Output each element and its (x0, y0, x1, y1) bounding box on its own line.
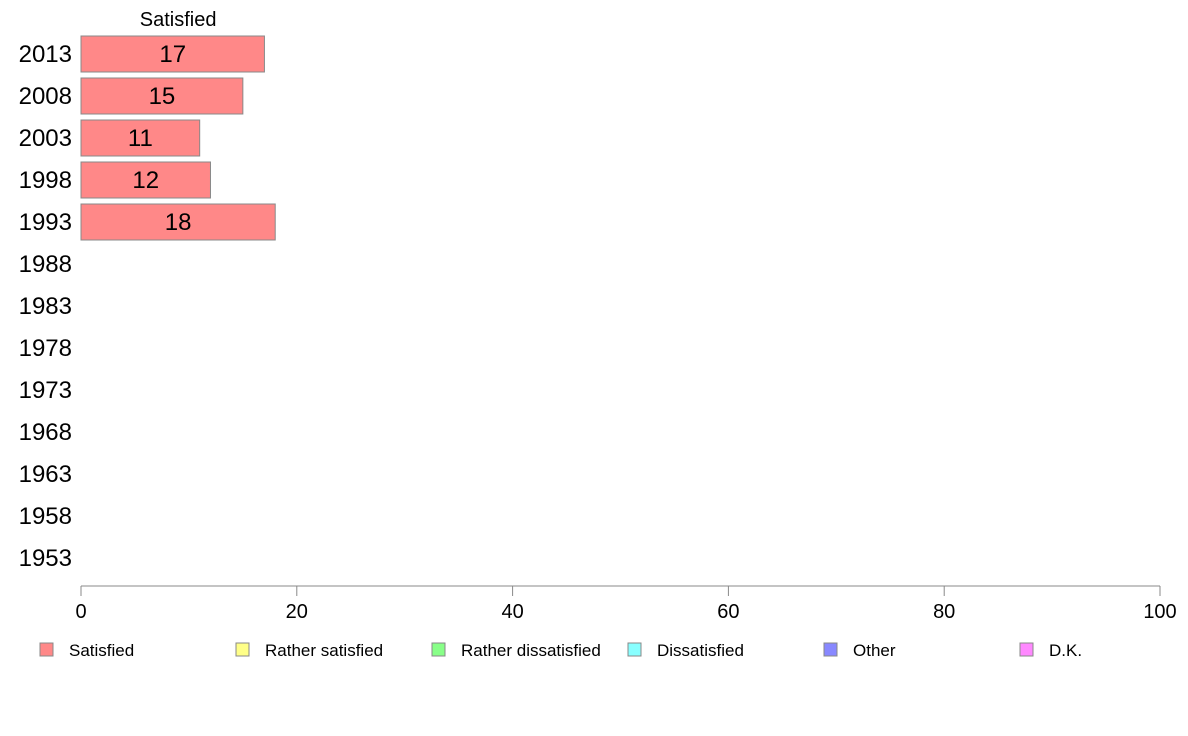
x-tick-label: 60 (717, 601, 739, 623)
bar-value-label: 17 (159, 41, 186, 68)
legend-label: Other (853, 641, 896, 660)
x-tick-label: 80 (933, 601, 955, 623)
bar-value-label: 11 (128, 125, 153, 152)
bar-segment (80, 35, 265, 73)
year-label: 1953 (19, 545, 72, 572)
year-label: 1973 (19, 377, 72, 404)
year-label: 1968 (19, 419, 72, 446)
legend-swatch (627, 642, 642, 657)
x-axis: 0 20 40 60 80 100 (75, 585, 1177, 623)
legend: Satisfied Rather satisfied Rather dissatis… (39, 641, 1082, 660)
x-tick-label: 100 (1143, 601, 1176, 623)
bar-segment (80, 203, 276, 241)
bar-value-label: 12 (132, 167, 159, 194)
year-label: 1993 (19, 209, 72, 236)
year-label: 1998 (19, 167, 72, 194)
bar-value-label: 15 (149, 83, 176, 110)
legend-label: Dissatisfied (657, 641, 744, 660)
legend-swatch (823, 642, 838, 657)
year-label: 2003 (19, 125, 72, 152)
bar-segment (80, 77, 244, 115)
legend-label: D.K. (1049, 641, 1082, 660)
x-tick-label: 0 (75, 601, 86, 623)
year-label: 1963 (19, 461, 72, 488)
legend-swatch (235, 642, 250, 657)
column-header-layer: Satisfied (140, 9, 217, 31)
year-labels-layer: 2013 2008 2003 1998 1993 1988 1983 1978 1973 1968… (19, 41, 72, 572)
year-label: 1983 (19, 293, 72, 320)
legend-label: Satisfied (69, 641, 134, 660)
year-label: 1978 (19, 335, 72, 362)
bar-segment (80, 161, 211, 199)
legend-swatch (39, 642, 54, 657)
legend-label: Rather satisfied (265, 641, 383, 660)
year-label: 2008 (19, 83, 72, 110)
legend-label: Rather dissatisfied (461, 641, 601, 660)
year-label: 1958 (19, 503, 72, 530)
x-tick-label: 40 (501, 601, 523, 623)
bar-segment (80, 119, 201, 157)
x-tick-label: 20 (286, 601, 308, 623)
column-header: Satisfied (140, 9, 217, 31)
legend-swatch (1019, 642, 1034, 657)
year-label: 1988 (19, 251, 72, 278)
bar-value-label: 18 (165, 209, 192, 236)
legend-swatch (431, 642, 446, 657)
year-label: 2013 (19, 41, 72, 68)
